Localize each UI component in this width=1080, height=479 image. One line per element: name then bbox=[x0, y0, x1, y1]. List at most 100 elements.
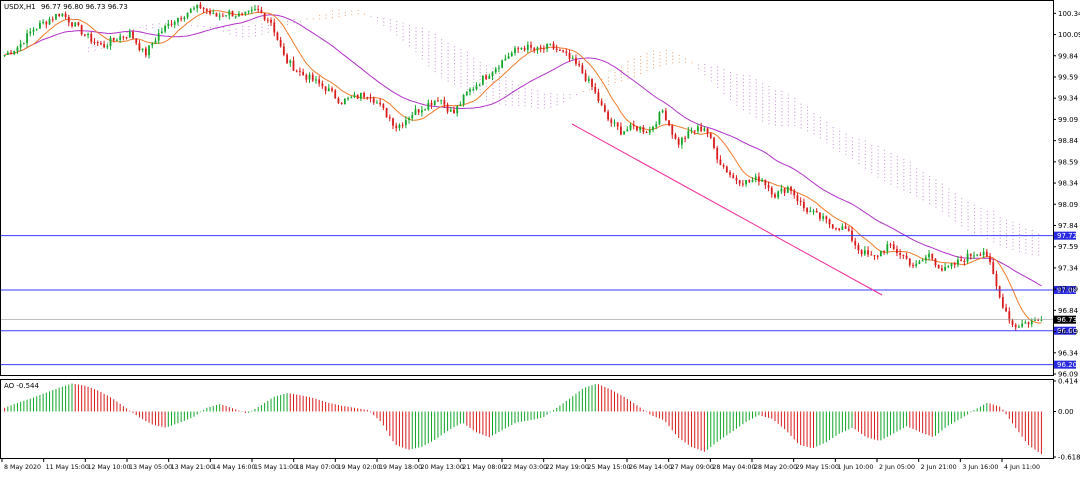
cloud-dot bbox=[518, 84, 520, 86]
symbol-name: USDX,H1 bbox=[4, 3, 36, 11]
cloud-dot bbox=[813, 116, 815, 118]
cloud-dot bbox=[973, 208, 975, 210]
cloud-dot bbox=[704, 67, 706, 69]
cloud-dot bbox=[473, 68, 475, 70]
x-tick-label: 14 May 16:00 bbox=[212, 464, 255, 471]
cloud-dot bbox=[588, 89, 590, 91]
candle-body bbox=[738, 180, 741, 184]
y-tick-label: 99.09 bbox=[1058, 116, 1078, 124]
cloud-dot bbox=[723, 82, 725, 84]
cloud-dot bbox=[1031, 229, 1033, 231]
candle-body bbox=[860, 250, 863, 255]
cloud-dot bbox=[466, 68, 468, 70]
candle-body bbox=[311, 74, 314, 81]
candle-body bbox=[64, 13, 67, 18]
cloud-dot bbox=[492, 88, 494, 90]
cloud-dot bbox=[550, 92, 552, 94]
cloud-dot bbox=[511, 84, 513, 86]
cloud-dot bbox=[646, 63, 648, 65]
cloud-dot bbox=[755, 82, 757, 84]
cloud-dot bbox=[511, 97, 513, 99]
candle-body bbox=[844, 226, 847, 229]
cloud-dot bbox=[633, 58, 635, 60]
cloud-dot bbox=[556, 94, 558, 96]
cloud-dot bbox=[922, 192, 924, 194]
cloud-dot bbox=[216, 24, 218, 26]
cloud-dot bbox=[332, 13, 334, 15]
cloud-dot bbox=[839, 144, 841, 146]
cloud-dot bbox=[832, 140, 834, 142]
candle-body bbox=[67, 17, 70, 23]
candle-body bbox=[433, 100, 436, 106]
cloud-dot bbox=[980, 211, 982, 213]
cloud-dot bbox=[235, 31, 237, 33]
cloud-dot bbox=[858, 145, 860, 147]
trend-channel-line[interactable] bbox=[571, 123, 883, 296]
cloud-dot bbox=[762, 93, 764, 95]
x-tick-label: 13 May 21:00 bbox=[171, 464, 214, 471]
cloud-dot bbox=[993, 237, 995, 239]
candle-body bbox=[687, 130, 690, 139]
cloud-dot bbox=[466, 55, 468, 57]
candle-body bbox=[392, 118, 394, 126]
y-tick-label: 100.34 bbox=[1058, 10, 1080, 18]
cloud-dot bbox=[633, 68, 635, 70]
cloud-dot bbox=[421, 37, 423, 39]
cloud-dot bbox=[890, 170, 892, 172]
cloud-dot bbox=[807, 123, 809, 125]
cloud-dot bbox=[755, 113, 757, 115]
y-tick-label: 99.59 bbox=[1058, 73, 1078, 81]
cloud-dot bbox=[653, 57, 654, 59]
cloud-dot bbox=[961, 222, 963, 224]
candle-body bbox=[478, 84, 481, 86]
cloud-dot bbox=[415, 41, 417, 43]
cloud-dot bbox=[453, 56, 455, 58]
candle-body bbox=[982, 251, 985, 256]
cloud-dot bbox=[794, 101, 796, 103]
cloud-dot bbox=[280, 26, 282, 28]
cloud-dot bbox=[447, 53, 449, 55]
cloud-dot bbox=[498, 72, 500, 74]
trend-channel[interactable] bbox=[571, 123, 883, 296]
cloud-dot bbox=[916, 188, 918, 190]
candle-body bbox=[539, 47, 542, 49]
cloud-dot bbox=[473, 78, 475, 80]
cloud-dot bbox=[177, 25, 179, 27]
cloud-dot bbox=[1012, 225, 1014, 227]
cloud-dot bbox=[1038, 251, 1040, 253]
cloud-dot bbox=[749, 95, 751, 97]
y-tick-label: 97.09 bbox=[1058, 286, 1078, 294]
candle-body bbox=[549, 43, 552, 45]
cloud-dot bbox=[742, 102, 744, 104]
cloud-dot bbox=[768, 102, 770, 104]
cloud-dot bbox=[755, 99, 757, 101]
candle-body bbox=[331, 88, 333, 91]
cloud-dot bbox=[826, 135, 828, 137]
cloud-dot bbox=[421, 48, 423, 50]
cloud-dot bbox=[826, 128, 828, 130]
candle-body bbox=[74, 22, 77, 27]
cloud-dot bbox=[807, 113, 809, 115]
candle-body bbox=[449, 109, 452, 112]
cloud-dot bbox=[787, 94, 789, 96]
candle-body bbox=[180, 18, 183, 20]
cloud-dot bbox=[1038, 244, 1040, 246]
cloud-dot bbox=[248, 29, 250, 31]
cloud-dot bbox=[723, 75, 725, 77]
cloud-dot bbox=[306, 18, 308, 20]
candle-body bbox=[411, 115, 414, 119]
horizontal-levels[interactable]: 97.72 97.08 96.60 96.20 96.73 bbox=[1, 231, 1077, 369]
cloud-dot bbox=[511, 94, 513, 96]
cloud-dot bbox=[755, 109, 757, 111]
candle-body bbox=[295, 70, 298, 72]
cloud-dot bbox=[383, 24, 385, 26]
cloud-dot bbox=[473, 92, 475, 94]
cloud-dot bbox=[261, 23, 263, 25]
candle-body bbox=[395, 125, 398, 128]
cloud-dot bbox=[460, 55, 462, 57]
cloud-dot bbox=[819, 137, 821, 139]
cloud-dot bbox=[620, 80, 622, 82]
cloud-dot bbox=[511, 101, 513, 103]
cloud-dot bbox=[980, 228, 982, 230]
